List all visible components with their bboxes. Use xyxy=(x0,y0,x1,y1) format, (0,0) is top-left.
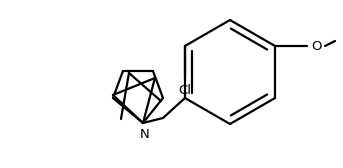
Text: N: N xyxy=(140,129,150,141)
Text: O: O xyxy=(311,39,321,52)
Text: Cl: Cl xyxy=(178,83,191,96)
